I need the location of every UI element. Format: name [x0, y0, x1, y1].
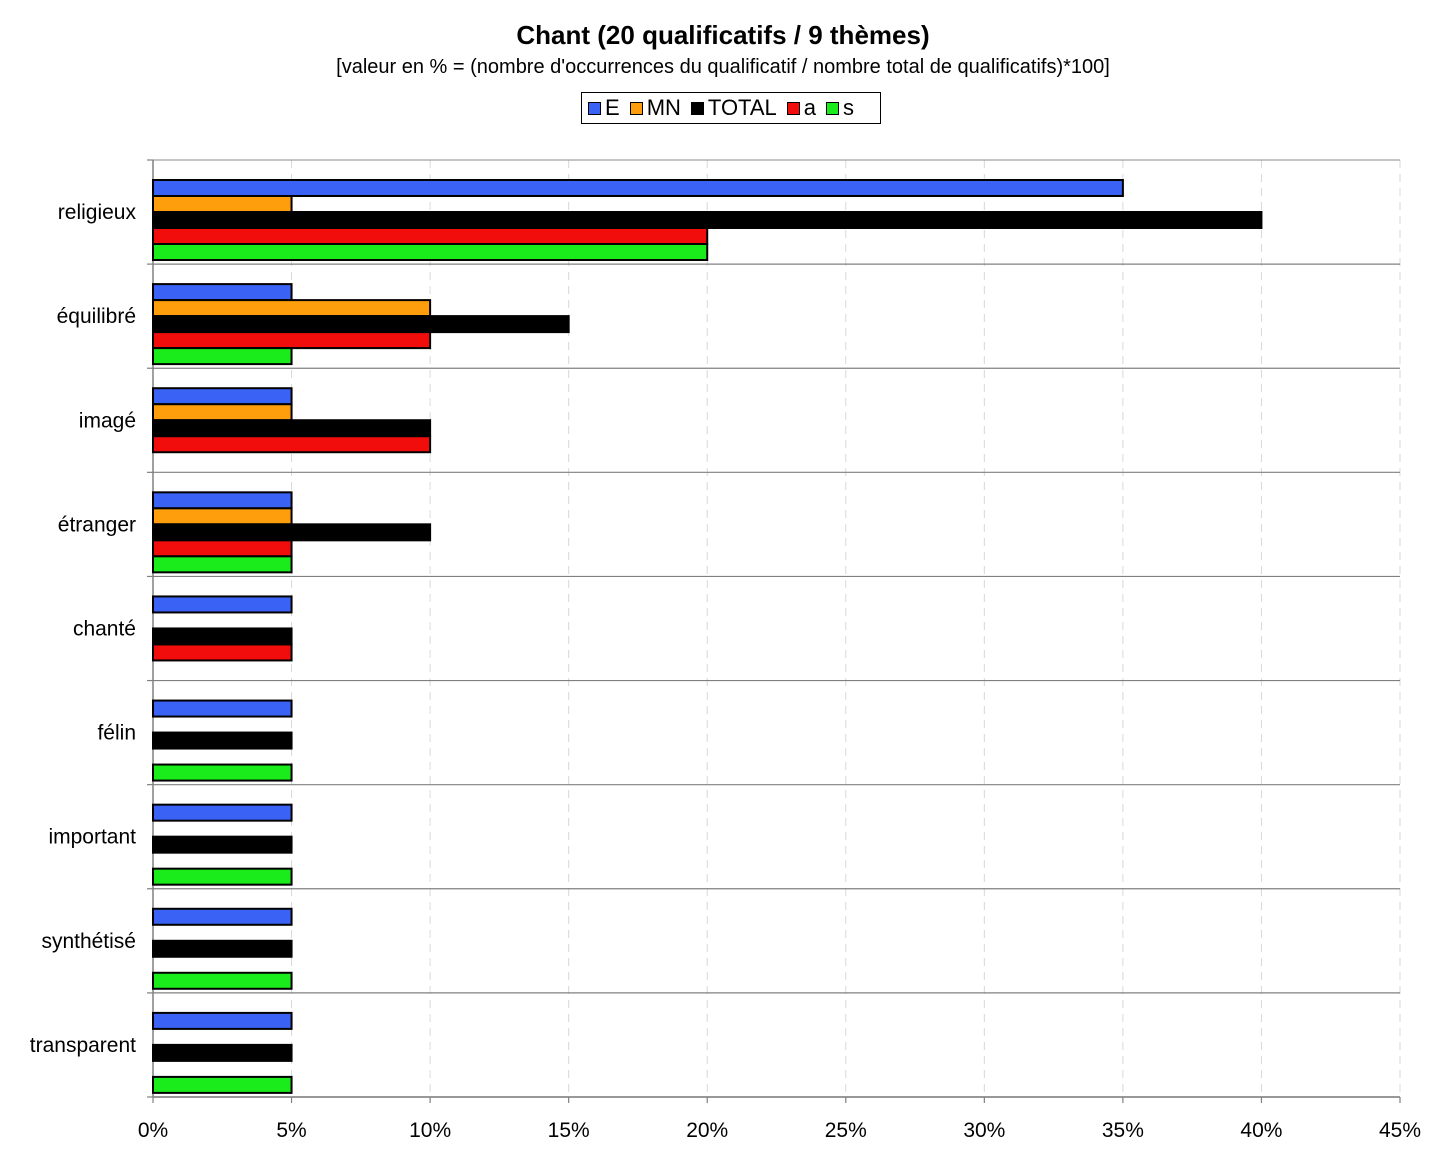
bar-e	[152, 699, 293, 718]
bar-total	[152, 731, 293, 750]
category-label: transparent	[30, 1034, 136, 1057]
bar-a	[152, 227, 709, 245]
bar-s	[152, 347, 293, 366]
legend-label: TOTAL	[707, 95, 777, 120]
x-tick-label: 45%	[1379, 1119, 1421, 1142]
legend-label: s	[843, 95, 855, 120]
category-label: félin	[97, 722, 136, 745]
bar-s	[152, 1075, 293, 1094]
x-tick-label: 30%	[963, 1119, 1005, 1142]
bar-mn	[152, 403, 293, 422]
x-tick-label: 15%	[548, 1119, 590, 1142]
bar-e	[152, 491, 293, 510]
bar-s	[152, 971, 293, 990]
x-tick-label: 5%	[276, 1119, 306, 1142]
category-label: religieux	[58, 201, 137, 224]
x-tick-label: 40%	[1240, 1119, 1282, 1142]
legend-item: s	[826, 95, 854, 121]
bar-mn	[152, 195, 293, 213]
bar-e	[152, 803, 293, 822]
x-tick-label: 10%	[409, 1119, 451, 1142]
bar-a	[152, 331, 432, 350]
bar-mn	[152, 299, 432, 318]
bar-total	[152, 1043, 293, 1062]
bar-s	[152, 243, 709, 261]
bar-total	[152, 315, 570, 334]
bar-total	[152, 523, 432, 542]
legend-item: E	[588, 95, 620, 121]
bar-e	[152, 907, 293, 926]
category-label: équilibré	[57, 305, 136, 328]
legend-label: a	[803, 95, 817, 120]
legend-label: MN	[646, 95, 681, 120]
bar-a	[152, 643, 293, 662]
bar-e	[152, 1011, 293, 1030]
legend-item: a	[786, 95, 817, 121]
bar-total	[152, 419, 432, 438]
bar-a	[152, 435, 432, 454]
category-label: étranger	[58, 513, 136, 536]
legend-item: TOTAL	[690, 95, 777, 121]
bar-total	[152, 835, 293, 854]
chart-title: Chant (20 qualificatifs / 9 thèmes)	[516, 20, 930, 50]
bar-e	[152, 179, 1124, 197]
bar-e	[152, 387, 293, 406]
chart-subtitle: [valeur en % = (nombre d'occurrences du …	[336, 56, 1110, 78]
bar-s	[152, 867, 293, 886]
category-label: imagé	[79, 409, 136, 432]
bar-e	[152, 595, 293, 614]
x-tick-label: 35%	[1102, 1119, 1144, 1142]
legend-swatch	[826, 101, 840, 115]
legend-swatch	[786, 101, 800, 115]
legend-swatch	[629, 101, 643, 115]
bar-a	[152, 539, 293, 558]
bar-e	[152, 283, 293, 302]
legend-swatch	[588, 101, 601, 115]
legend: E MN TOTAL a s	[581, 92, 881, 124]
bar-total	[152, 627, 293, 646]
bar-mn	[152, 507, 293, 526]
x-tick-label: 20%	[686, 1119, 728, 1142]
legend-label: E	[605, 95, 620, 120]
bar-total	[152, 211, 1263, 229]
legend-swatch	[690, 101, 704, 115]
category-label: chanté	[73, 618, 136, 641]
category-label: important	[48, 826, 136, 849]
bar-s	[152, 763, 293, 782]
legend-item: MN	[629, 95, 681, 121]
category-label: synthétisé	[41, 930, 136, 953]
x-tick-label: 25%	[825, 1119, 867, 1142]
bar-s	[152, 555, 293, 574]
bar-total	[152, 939, 293, 958]
x-tick-label: 0%	[138, 1119, 168, 1142]
